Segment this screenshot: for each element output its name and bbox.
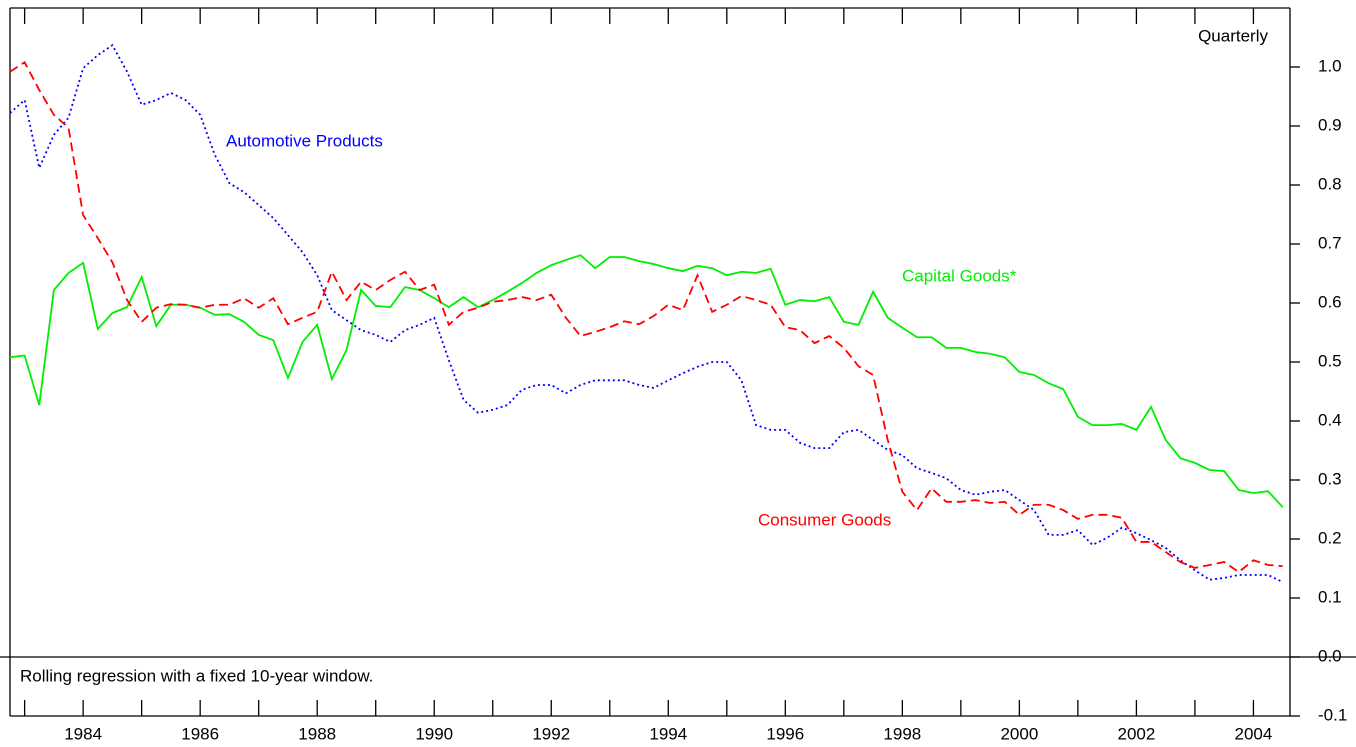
series-line	[9, 60, 1283, 574]
chart-subtitle: Quarterly	[1198, 26, 1268, 45]
y-tick-label: 0.5	[1318, 351, 1342, 370]
series-label: Automotive Products	[226, 131, 383, 150]
x-tick-label: 1988	[298, 724, 336, 743]
y-tick-label: 0.2	[1318, 528, 1342, 547]
x-tick-label: 2004	[1235, 724, 1273, 743]
y-tick-label: 1.0	[1318, 56, 1342, 75]
x-tick-label: 1992	[532, 724, 570, 743]
y-tick-label: 0.7	[1318, 233, 1342, 252]
series-label: Capital Goods*	[902, 266, 1017, 285]
y-tick-label: -0.1	[1318, 705, 1347, 724]
x-tick-label: 1986	[181, 724, 219, 743]
x-tick-label: 1984	[64, 724, 102, 743]
x-tick-label: 1994	[649, 724, 687, 743]
annotation: Rolling regression with a fixed 10-year …	[20, 666, 373, 685]
x-tick-label: 1996	[766, 724, 804, 743]
y-tick-label: 0.8	[1318, 174, 1342, 193]
x-tick-label: 1998	[883, 724, 921, 743]
y-tick-label: 0.6	[1318, 292, 1342, 311]
y-tick-label: 0.9	[1318, 115, 1342, 134]
x-tick-label: 1990	[415, 724, 453, 743]
x-tick-label: 2000	[1000, 724, 1038, 743]
y-tick-label: 0.1	[1318, 587, 1342, 606]
y-tick-label: 0.3	[1318, 469, 1342, 488]
series-line	[9, 254, 1284, 508]
y-tick-label: 0.0	[1318, 646, 1342, 665]
series-label: Consumer Goods	[758, 510, 891, 529]
y-tick-label: 0.4	[1318, 410, 1342, 429]
x-tick-label: 2002	[1117, 724, 1155, 743]
series-line	[9, 43, 1284, 583]
